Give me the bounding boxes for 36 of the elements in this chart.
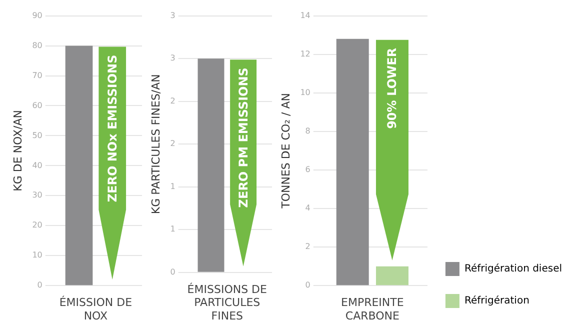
y-tick-label: 2 <box>170 96 176 106</box>
x-tick-label: ÉMISSION DE NOX <box>59 295 132 322</box>
y-tick-label: 8 <box>305 126 310 136</box>
annotation: ZERO NOx EMISSIONS <box>105 54 120 202</box>
y-tick-label: 70 <box>32 70 42 80</box>
y-tick-label: 3 <box>170 54 176 63</box>
y-tick-label: 6 <box>305 165 310 174</box>
y-tick-label: 0 <box>37 280 42 290</box>
y-tick-label: 0 <box>170 267 176 276</box>
y-tick-label: 80 <box>32 40 42 50</box>
y-tick-label: 90 <box>32 10 42 20</box>
y-tick-label: 1 <box>170 182 176 191</box>
y-tick-label: 10 <box>32 250 42 260</box>
y-tick-label: 10 <box>300 88 310 97</box>
y-tick-label: 0 <box>305 280 310 290</box>
y-axis-title: KG PARTICULES FINES/AN <box>149 74 162 214</box>
y-tick-label: 2 <box>170 139 176 148</box>
y-tick-label: 3 <box>170 10 176 20</box>
y-tick-label: 50 <box>32 130 42 140</box>
legend-label: Réfrigération diesel <box>464 264 562 275</box>
y-tick-label: 60 <box>32 100 42 110</box>
legend-label: Réfrigération <box>464 296 530 307</box>
y-tick-label: 12 <box>300 49 310 58</box>
annotation: 90% LOWER <box>385 48 400 129</box>
annotation: ZERO PM EMISSIONS <box>236 68 250 208</box>
y-tick-label: 14 <box>300 10 310 20</box>
y-tick-label: 2 <box>305 242 310 252</box>
y-tick-label: 20 <box>32 220 42 230</box>
y-tick-label: 4 <box>305 204 310 213</box>
x-tick-label: ÉMISSIONS DE PARTICULES FINES <box>187 282 268 322</box>
x-tick-label: EMPREINTE CARBONE <box>341 296 404 322</box>
y-tick-label: 1 <box>170 224 176 234</box>
y-tick-label: 40 <box>32 160 42 170</box>
y-axis-title: TONNES DE CO₂ / AN <box>279 93 292 210</box>
y-axis-title: KG DE NOX/AN <box>11 110 24 192</box>
y-tick-label: 30 <box>32 190 42 200</box>
